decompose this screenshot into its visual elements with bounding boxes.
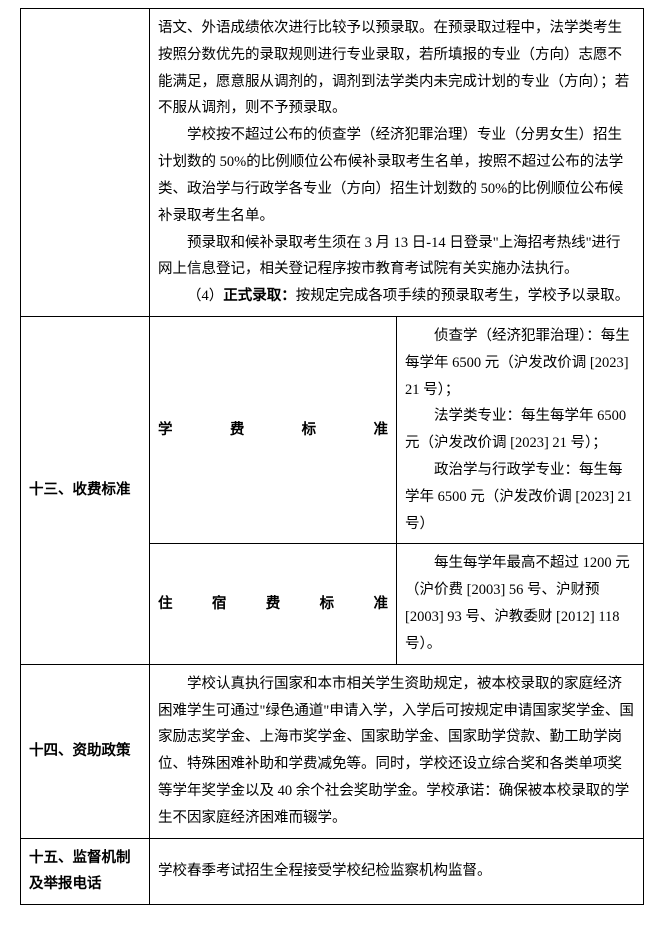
admissions-table: 语文、外语成绩依次进行比较予以预录取。在预录取过程中，法学类考生按照分数优先的录…	[20, 8, 644, 905]
top-p1: 语文、外语成绩依次进行比较予以预录取。在预录取过程中，法学类考生按照分数优先的录…	[158, 15, 635, 122]
row-section13-tuition: 十三、收费标准 学 费 标 准 侦查学（经济犯罪治理）：每生每学年 6500 元…	[21, 316, 644, 544]
section14-content: 学校认真执行国家和本市相关学生资助规定，被本校录取的家庭经济困难学生可通过"绿色…	[150, 664, 644, 838]
top-p4-label: 正式录取：	[223, 288, 296, 304]
section14-p1: 学校认真执行国家和本市相关学生资助规定，被本校录取的家庭经济困难学生可通过"绿色…	[158, 671, 635, 832]
top-p4-prefix: （4）	[187, 288, 223, 304]
section13-label: 十三、收费标准	[21, 316, 150, 664]
section14-label: 十四、资助政策	[21, 664, 150, 838]
top-p3: 预录取和候补录取考生须在 3 月 13 日-14 日登录"上海招考热线"进行网上…	[158, 230, 635, 284]
tuition-p1: 侦查学（经济犯罪治理）：每生每学年 6500 元（沪发改价调 [2023] 21…	[405, 323, 635, 403]
tuition-p2: 法学类专业：每生每学年 6500 元（沪发改价调 [2023] 21 号）；	[405, 403, 635, 457]
cell-blank-section	[21, 9, 150, 317]
top-p2: 学校按不超过公布的侦查学（经济犯罪治理）专业（分男女生）招生计划数的 50%的比…	[158, 122, 635, 229]
dorm-text: 每生每学年最高不超过 1200 元（沪价费 [2003] 56 号、沪财预 [2…	[405, 550, 635, 657]
tuition-p3: 政治学与行政学专业：每生每学年 6500 元（沪发改价调 [2023] 21 号…	[405, 457, 635, 537]
page-container: 语文、外语成绩依次进行比较予以预录取。在预录取过程中，法学类考生按照分数优先的录…	[0, 0, 664, 925]
dorm-label: 住宿费标准	[150, 544, 397, 664]
top-p4-rest: 按规定完成各项手续的预录取考生，学校予以录取。	[296, 288, 630, 304]
row-top-continuation: 语文、外语成绩依次进行比较予以预录取。在预录取过程中，法学类考生按照分数优先的录…	[21, 9, 644, 317]
top-p4: （4）正式录取：按规定完成各项手续的预录取考生，学校予以录取。	[158, 283, 635, 310]
cell-top-content: 语文、外语成绩依次进行比较予以预录取。在预录取过程中，法学类考生按照分数优先的录…	[150, 9, 644, 317]
row-section14: 十四、资助政策 学校认真执行国家和本市相关学生资助规定，被本校录取的家庭经济困难…	[21, 664, 644, 838]
row-section15: 十五、监督机制及举报电话 学校春季考试招生全程接受学校纪检监察机构监督。	[21, 838, 644, 905]
tuition-label: 学 费 标 准	[150, 316, 397, 544]
section15-text: 学校春季考试招生全程接受学校纪检监察机构监督。	[158, 863, 492, 879]
tuition-content: 侦查学（经济犯罪治理）：每生每学年 6500 元（沪发改价调 [2023] 21…	[397, 316, 644, 544]
section15-content: 学校春季考试招生全程接受学校纪检监察机构监督。	[150, 838, 644, 905]
dorm-content: 每生每学年最高不超过 1200 元（沪价费 [2003] 56 号、沪财预 [2…	[397, 544, 644, 664]
section15-label: 十五、监督机制及举报电话	[21, 838, 150, 905]
